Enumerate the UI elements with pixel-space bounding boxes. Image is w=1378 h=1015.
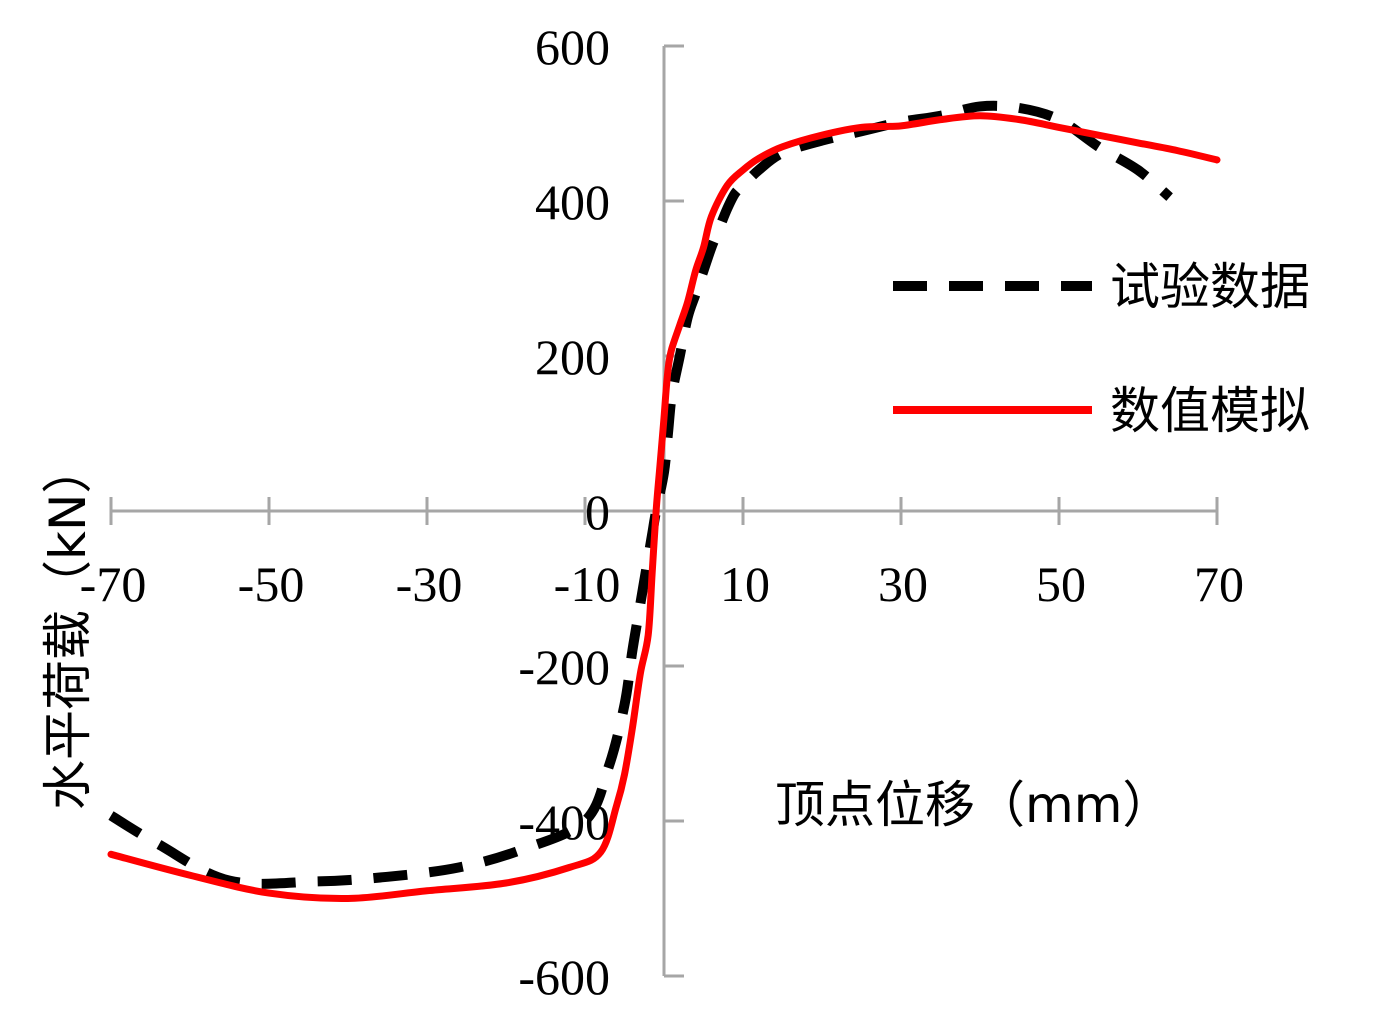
x-tick-label: -10 xyxy=(554,556,621,612)
axes xyxy=(109,44,1219,978)
y-tick-label: 0 xyxy=(585,484,610,540)
x-tick-label: 70 xyxy=(1194,556,1244,612)
y-tick-label: 400 xyxy=(535,174,610,230)
series-line-1 xyxy=(107,112,1221,903)
y-tick-label: -200 xyxy=(518,639,610,695)
legend-label-simulation: 数值模拟 xyxy=(1110,382,1310,440)
x-tick-label: -70 xyxy=(80,556,147,612)
legend-label-test-data: 试验数据 xyxy=(1110,258,1310,316)
x-tick-label: 50 xyxy=(1036,556,1086,612)
x-axis-title: 顶点位移（mm） xyxy=(775,776,1172,834)
legend: 试验数据 数值模拟 xyxy=(893,258,1310,440)
x-tick-label: 10 xyxy=(720,556,770,612)
y-tick-label: 200 xyxy=(535,329,610,385)
x-tick-label: -30 xyxy=(396,556,463,612)
series-line-0 xyxy=(108,100,1173,889)
y-tick-label: 600 xyxy=(535,19,610,75)
x-tick-label: -50 xyxy=(238,556,305,612)
x-tick-label: 30 xyxy=(878,556,928,612)
tick-labels: -70 -50 -30 -10 10 30 50 70 600 400 200 0 -200 -400 -6… xyxy=(80,19,1244,1005)
y-tick-label: -400 xyxy=(518,794,610,850)
y-axis-title: 水平荷载（kN） xyxy=(39,444,97,810)
y-tick-label: -600 xyxy=(518,949,610,1005)
series-layer xyxy=(107,100,1221,903)
